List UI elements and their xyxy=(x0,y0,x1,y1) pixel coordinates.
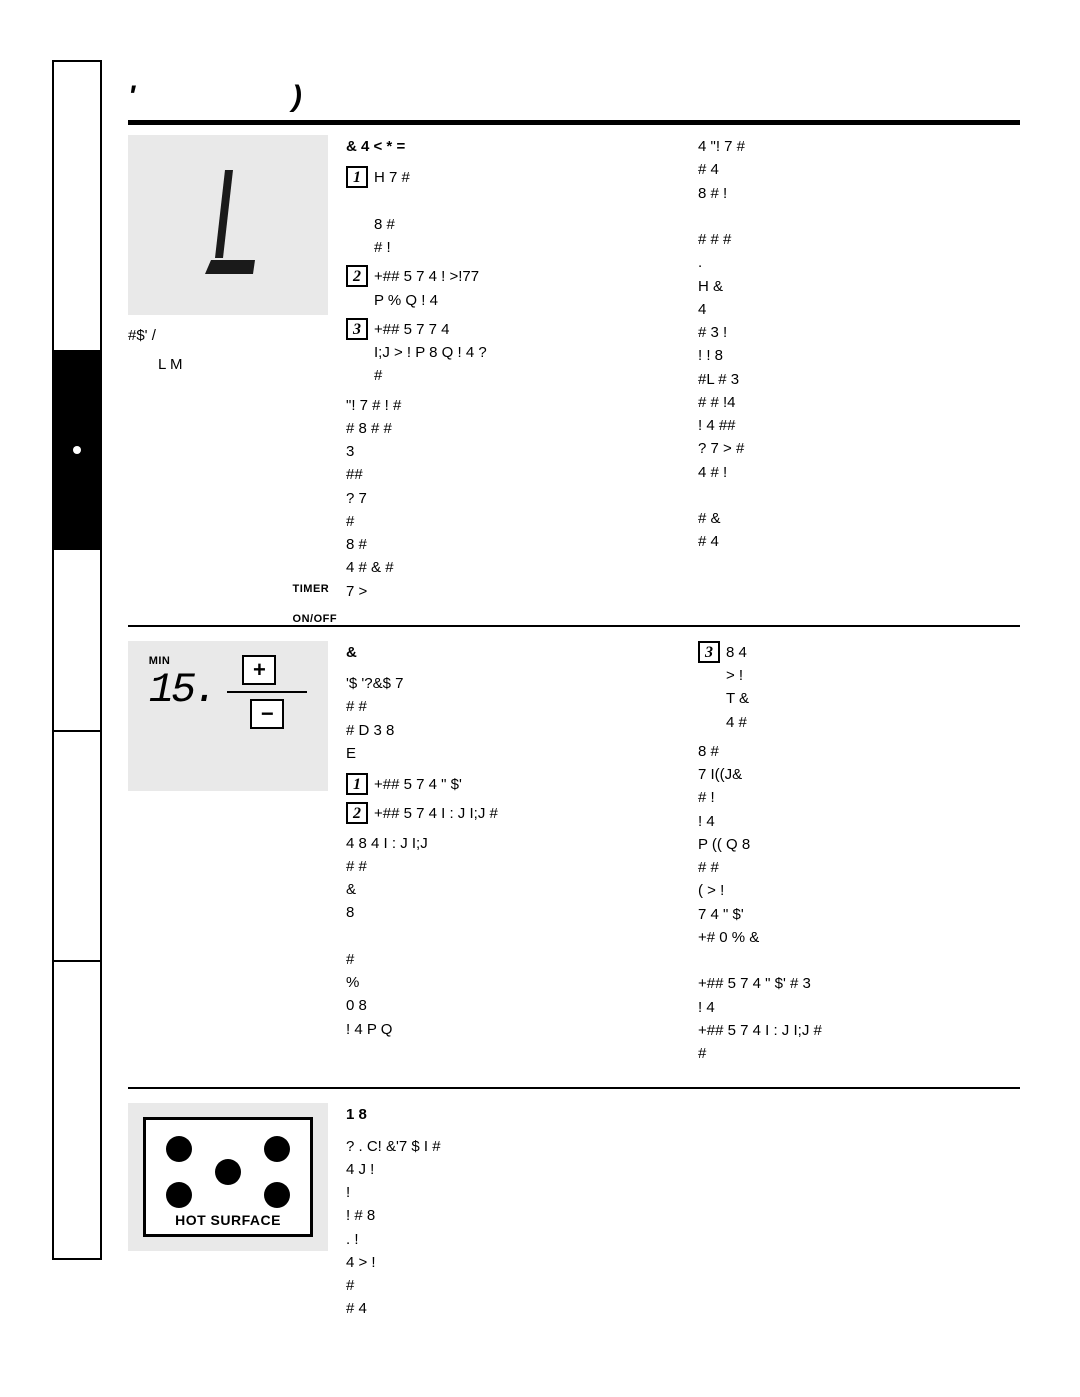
section2-intro: '$ '?&$ 7 # # # D 3 8 E xyxy=(346,672,668,765)
section1-col1-tail: "! 7 # ! # # 8 # # 3 ## ? 7 # 8 # 4 # & … xyxy=(346,394,668,603)
page-title: ' ) xyxy=(128,80,1020,114)
section2-columns: & '$ '?&$ 7 # # # D 3 8 E 1 +## 5 7 4 " … xyxy=(346,641,1020,1074)
section2-col1-tail: 4 8 4 I : J I;J # # & 8 # % 0 8 ! 4 P Q xyxy=(346,832,668,1041)
section1-caption: #$' / L M xyxy=(128,325,328,376)
lock-glyph-panel xyxy=(128,135,328,315)
section3-panel: HOT SURFACE xyxy=(128,1103,328,1328)
section-divider xyxy=(128,625,1020,627)
step-body: 8 4 > ! T & 4 # xyxy=(726,641,1020,734)
step-1: 1 +## 5 7 4 " $' xyxy=(346,773,668,796)
step-number-icon: 2 xyxy=(346,802,368,824)
page-root: ' ) #$' / L xyxy=(0,0,1080,1397)
min-label: MIN xyxy=(149,655,171,667)
step-body: +## 5 7 4 I : J I;J # xyxy=(374,802,668,825)
timer-divider-icon xyxy=(227,691,307,693)
timer-graphic: MIN 15. + X − xyxy=(128,641,328,791)
cooktop-dots-icon xyxy=(158,1132,298,1212)
hot-surface-graphic: HOT SURFACE xyxy=(128,1103,328,1251)
step-body: +## 5 7 4 " $' xyxy=(374,773,668,796)
section-lock: #$' / L M & 4 < * = 1 H 7 # 8 # xyxy=(128,135,1020,611)
section2-col1: & '$ '?&$ 7 # # # D 3 8 E 1 +## 5 7 4 " … xyxy=(346,641,668,1074)
section-divider xyxy=(128,1087,1020,1089)
section1-col2: 4 "! 7 # # 4 8 # ! # # # . H & 4 # 3 ! !… xyxy=(698,135,1020,611)
section-timer: MIN 15. + X − xyxy=(128,641,1020,1074)
title-rule xyxy=(128,120,1020,125)
section1-heading: & 4 < * = xyxy=(346,138,405,155)
caption-line: L M xyxy=(128,354,328,377)
section3-columns: 1 8 ? . C! &'7 $ I # 4 J ! ! ! # 8 . ! 4… xyxy=(346,1103,1020,1328)
content-area: ' ) #$' / L xyxy=(128,80,1020,1337)
timer-display: MIN 15. xyxy=(149,655,216,777)
timer-minus-button[interactable]: − xyxy=(250,699,284,729)
section3-body: ? . C! &'7 $ I # 4 J ! ! ! # 8 . ! 4 > !… xyxy=(346,1135,668,1321)
section2-col2-tail: 8 # 7 I((J& # ! ! 4 P (( Q 8 # # ( > ! 7… xyxy=(698,740,1020,1066)
timer-value: 15. xyxy=(149,669,216,711)
section1-columns: & 4 < * = 1 H 7 # 8 # # ! 2 +## 5 7 4 xyxy=(346,135,1020,611)
step-3: 3 8 4 > ! T & 4 # xyxy=(698,641,1020,734)
rail-divider xyxy=(52,960,102,962)
section3-heading: 1 8 xyxy=(346,1106,367,1123)
caption-line: #$' / xyxy=(128,325,328,348)
step-number-icon: 1 xyxy=(346,166,368,188)
timer-controls: + X − TIMER ON/OFF xyxy=(227,655,307,777)
step-2: 2 +## 5 7 4 I : J I;J # xyxy=(346,802,668,825)
timer-label: TIMER xyxy=(293,583,330,595)
title-suffix: ) xyxy=(292,80,302,113)
section3-col1: 1 8 ? . C! &'7 $ I # 4 J ! ! ! # 8 . ! 4… xyxy=(346,1103,668,1328)
left-rail xyxy=(52,60,102,1260)
section2-heading: & xyxy=(346,644,357,661)
step-number-icon: 3 xyxy=(698,641,720,663)
step-body: H 7 # 8 # # ! xyxy=(374,166,668,259)
step-number-icon: 2 xyxy=(346,265,368,287)
section-hot-surface: HOT SURFACE 1 8 ? . C! &'7 $ I # 4 J ! !… xyxy=(128,1103,1020,1328)
step-3: 3 +## 5 7 7 4 I;J > ! P 8 Q ! 4 ? # xyxy=(346,318,668,388)
title-prefix: ' xyxy=(128,80,135,113)
step-body: +## 5 7 7 4 I;J > ! P 8 Q ! 4 ? # xyxy=(374,318,668,388)
timer-plus-button[interactable]: + xyxy=(242,655,276,685)
rail-dot-icon xyxy=(73,446,81,454)
l-glyph-icon xyxy=(183,158,273,293)
left-rail-active xyxy=(52,350,102,550)
rail-divider xyxy=(52,730,102,732)
onoff-label: ON/OFF xyxy=(293,613,338,625)
step-number-icon: 3 xyxy=(346,318,368,340)
step-number-icon: 1 xyxy=(346,773,368,795)
section3-col2 xyxy=(698,1103,1020,1328)
section1-col1: & 4 < * = 1 H 7 # 8 # # ! 2 +## 5 7 4 xyxy=(346,135,668,611)
section2-col2: 3 8 4 > ! T & 4 # 8 # 7 I((J& # ! ! 4 P … xyxy=(698,641,1020,1074)
section1-panel: #$' / L M xyxy=(128,135,328,611)
step-2: 2 +## 5 7 4 ! >!77 P % Q ! 4 xyxy=(346,265,668,312)
hot-surface-label: HOT SURFACE xyxy=(175,1212,281,1228)
step-1: 1 H 7 # 8 # # ! xyxy=(346,166,668,259)
section2-panel: MIN 15. + X − xyxy=(128,641,328,1074)
step-body: +## 5 7 4 ! >!77 P % Q ! 4 xyxy=(374,265,668,312)
hot-surface-box: HOT SURFACE xyxy=(143,1117,313,1237)
